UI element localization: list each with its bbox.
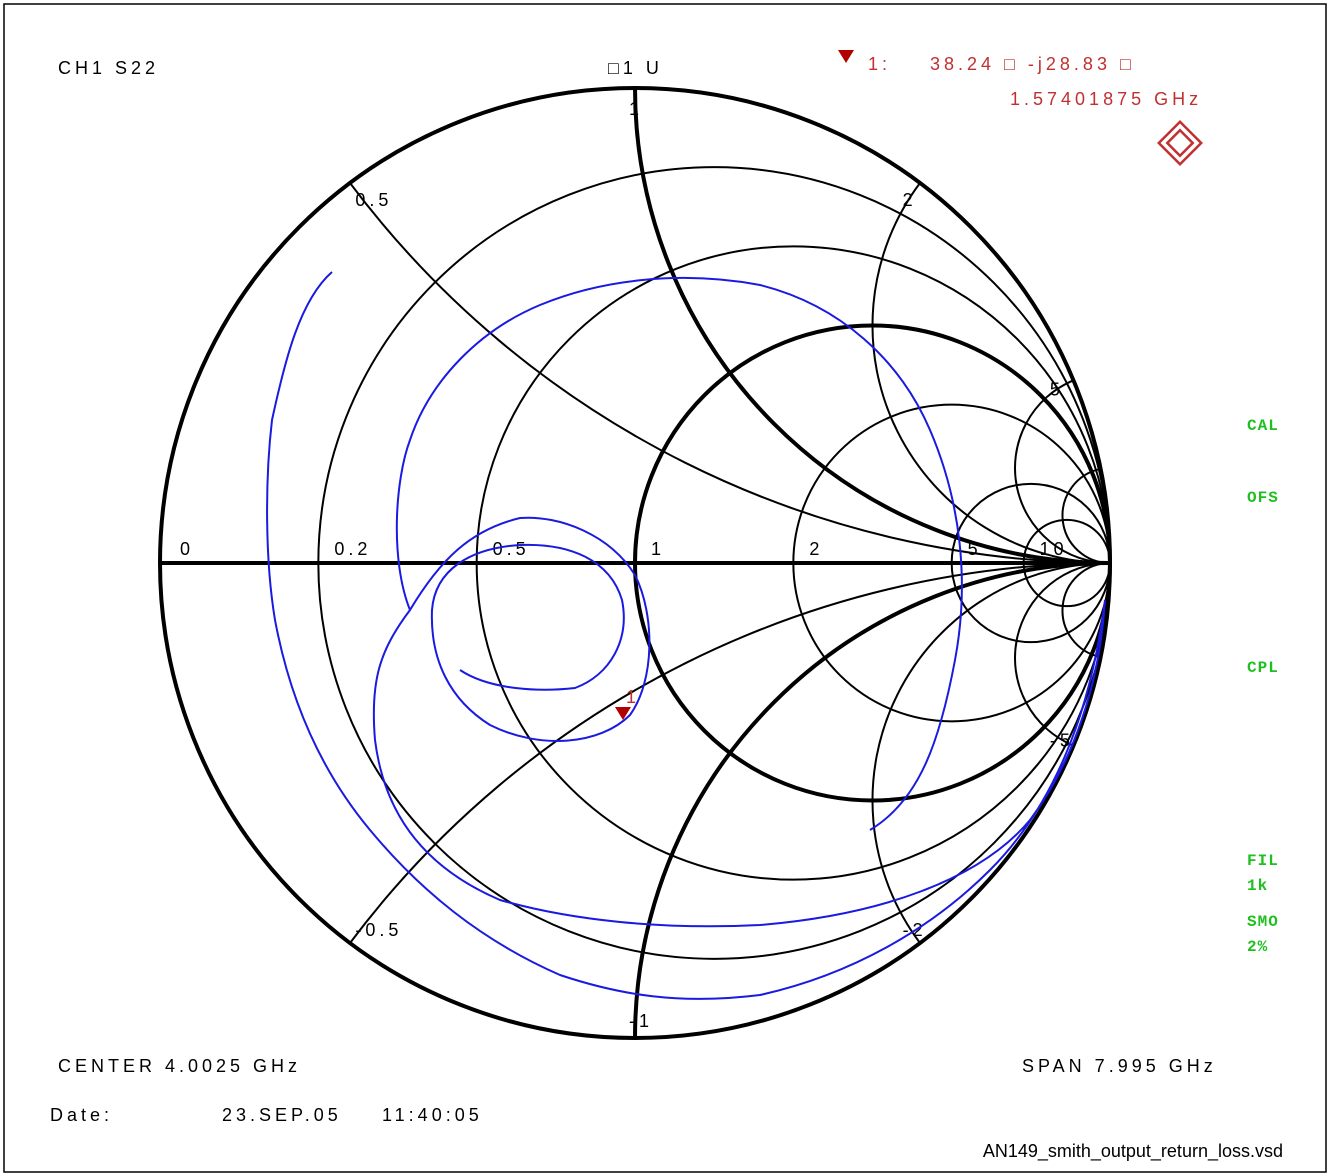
reactance-arc — [1061, 562, 1111, 659]
marker-label: 1 — [626, 687, 640, 707]
reactance-label: 2 — [903, 190, 917, 210]
marker — [615, 707, 631, 720]
reactance-label: 0.5 — [355, 190, 392, 210]
time: 11:40:05 — [382, 1105, 483, 1125]
resistance-label: 0.2 — [334, 539, 371, 559]
date-label: Date: — [50, 1105, 113, 1125]
reactance-arc — [633, 87, 1111, 565]
reactance-arc — [349, 562, 1111, 944]
reactance-label: 5 — [1050, 380, 1064, 400]
status: OFS — [1247, 489, 1279, 507]
reactance-arc — [871, 562, 1111, 944]
center: CENTER 4.0025 GHz — [58, 1056, 301, 1076]
reactance-arc — [1014, 562, 1111, 747]
status: 2% — [1247, 938, 1268, 956]
reactance-label: -1 — [629, 1011, 653, 1031]
channel: CH1 S22 — [58, 58, 159, 78]
span: SPAN 7.995 GHz — [1022, 1056, 1217, 1076]
marker-freq: 1.57401875 GHz — [1010, 89, 1202, 109]
marker-icon — [838, 50, 854, 63]
reactance-label: -0.5 — [355, 920, 402, 940]
scale: □1 U — [608, 58, 663, 78]
resistance-label: 2 — [809, 539, 823, 559]
reactance-arc — [633, 561, 1111, 1039]
resistance-label: 1 — [651, 539, 665, 559]
reactance-label: -5 — [1050, 730, 1074, 750]
resistance-label: 5 — [968, 539, 982, 559]
status: CPL — [1247, 659, 1279, 677]
reactance-arc — [349, 182, 1111, 564]
logo — [1157, 120, 1203, 166]
reactance-arc — [1061, 467, 1111, 564]
status: FIL — [1247, 852, 1279, 870]
trace — [266, 271, 1106, 1000]
status: 1k — [1247, 877, 1268, 895]
resistance-label: 0.5 — [493, 539, 530, 559]
status: SMO — [1247, 913, 1279, 931]
marker-value: 38.24 □ -j28.83 □ — [930, 54, 1135, 74]
resistance-label: 0 — [180, 539, 194, 559]
marker-id: 1: — [868, 54, 891, 74]
reactance-arc — [871, 182, 1111, 564]
status: CAL — [1247, 417, 1279, 435]
reactance-arc — [1014, 379, 1111, 564]
file-name: AN149_smith_output_return_loss.vsd — [983, 1141, 1283, 1162]
reactance-label: 1 — [629, 99, 643, 119]
date: 23.SEP.05 — [222, 1105, 342, 1125]
